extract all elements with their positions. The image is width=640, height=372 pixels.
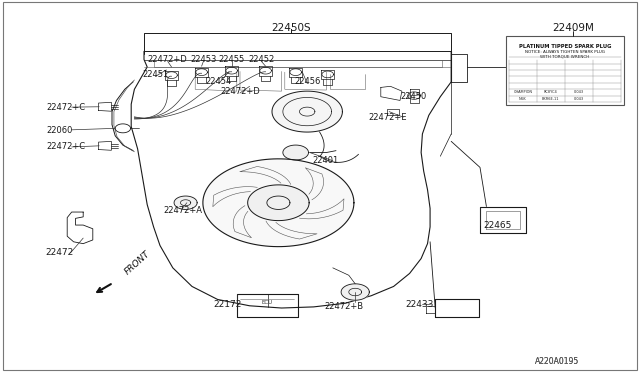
Text: 22454: 22454 bbox=[205, 77, 232, 86]
Text: 0.043: 0.043 bbox=[573, 90, 584, 94]
Text: A220A0195: A220A0195 bbox=[534, 357, 579, 366]
Text: FRONT: FRONT bbox=[124, 250, 152, 277]
Text: 22472+D: 22472+D bbox=[220, 87, 260, 96]
Text: 22409M: 22409M bbox=[552, 23, 594, 33]
Text: 22401: 22401 bbox=[312, 156, 339, 165]
Text: 22453: 22453 bbox=[190, 55, 217, 64]
Text: NGK: NGK bbox=[519, 97, 527, 101]
Text: 22472+D: 22472+D bbox=[148, 55, 188, 64]
Polygon shape bbox=[248, 185, 309, 221]
Polygon shape bbox=[174, 196, 197, 209]
Polygon shape bbox=[272, 91, 342, 132]
Text: 0.043: 0.043 bbox=[573, 97, 584, 101]
Text: 22060: 22060 bbox=[47, 126, 73, 135]
Text: 22452: 22452 bbox=[248, 55, 275, 64]
Text: CHAMPION: CHAMPION bbox=[513, 90, 532, 94]
Text: 22472+E: 22472+E bbox=[368, 113, 406, 122]
Text: PLATINUM TIPPED SPARK PLUG: PLATINUM TIPPED SPARK PLUG bbox=[518, 44, 611, 48]
Text: 22472+B: 22472+B bbox=[324, 302, 364, 311]
Text: 22450S: 22450S bbox=[271, 23, 311, 33]
Polygon shape bbox=[283, 145, 308, 160]
Text: 22455: 22455 bbox=[218, 55, 245, 64]
Text: 22172: 22172 bbox=[213, 300, 241, 309]
Text: RC8YC4: RC8YC4 bbox=[544, 90, 557, 94]
Text: 22465: 22465 bbox=[483, 221, 511, 230]
Text: BKR6E-11: BKR6E-11 bbox=[542, 97, 559, 101]
Text: 22450: 22450 bbox=[400, 92, 426, 101]
Text: ECU: ECU bbox=[262, 299, 273, 305]
Text: 22472: 22472 bbox=[45, 248, 74, 257]
Text: 22472+C: 22472+C bbox=[47, 142, 86, 151]
Text: WITH TORQUE WRENCH: WITH TORQUE WRENCH bbox=[540, 55, 589, 59]
Text: 22456: 22456 bbox=[294, 77, 321, 86]
Text: A220A0195: A220A0195 bbox=[534, 357, 579, 366]
Polygon shape bbox=[203, 159, 354, 247]
Bar bbox=[506, 36, 624, 105]
Text: NOTICE: ALWAYS TIGHTEN SPARK PLUG: NOTICE: ALWAYS TIGHTEN SPARK PLUG bbox=[525, 50, 605, 54]
Text: 22451: 22451 bbox=[142, 70, 169, 79]
Text: 22472+A: 22472+A bbox=[163, 206, 202, 215]
Text: 22433: 22433 bbox=[406, 300, 434, 309]
Polygon shape bbox=[341, 284, 369, 300]
Text: 22472+C: 22472+C bbox=[47, 103, 86, 112]
